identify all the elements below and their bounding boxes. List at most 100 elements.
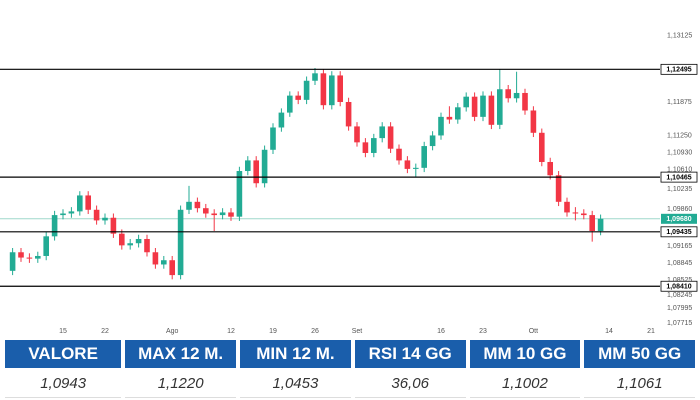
column-header: MM 50 GG: [584, 340, 696, 368]
table-column: MAX 12 M. 1,1220: [125, 340, 237, 398]
x-tick-label: 19: [269, 328, 277, 335]
candle-body: [404, 160, 411, 169]
y-tick-label: 1,10610: [667, 166, 692, 173]
candle-body: [228, 212, 234, 217]
x-tick-label: Ott: [529, 328, 538, 335]
x-tick-label: Set: [352, 328, 363, 335]
candle-body: [127, 243, 133, 246]
candle-body: [413, 167, 419, 169]
cell-value: 1,1220: [125, 371, 237, 398]
cell-value: 1,1002: [469, 371, 581, 398]
candle-body: [77, 195, 83, 212]
cell-value: 1,0453: [240, 371, 351, 398]
column-header: MM 10 GG: [469, 340, 581, 368]
stats-table: VALORE 1,0943 MAX 12 M. 1,1220 MIN 12 M. 1,04…: [5, 340, 696, 398]
x-tick-label: 15: [59, 328, 67, 335]
y-tick-label: 1,07715: [667, 320, 692, 327]
level-label-box: [660, 226, 698, 238]
candle-body: [480, 95, 486, 117]
table-column: VALORE 1,0943: [5, 340, 122, 398]
candle-body: [9, 252, 16, 271]
level-label-box: [660, 280, 698, 292]
column-header: VALORE: [5, 340, 122, 368]
candle-body: [68, 211, 75, 214]
x-tick-label: 21: [647, 328, 655, 335]
x-tick-label: 26: [311, 328, 319, 335]
candle-body: [488, 95, 495, 125]
candle-body: [119, 233, 125, 246]
level-label: 1,10465: [666, 174, 691, 181]
candle-body: [26, 257, 33, 259]
candle-body: [421, 146, 427, 168]
x-tick-label: Ago: [166, 328, 179, 335]
candle-body: [471, 96, 478, 117]
candle-body: [152, 252, 159, 265]
x-tick-label: 16: [437, 328, 445, 335]
candle-body: [597, 218, 604, 232]
candle-body: [211, 213, 217, 216]
candle-body: [303, 80, 310, 100]
candle-body: [429, 135, 436, 147]
table-column: MIN 12 M. 1,0453: [240, 340, 351, 398]
candle-body: [18, 252, 24, 258]
x-tick-label: 22: [101, 328, 109, 335]
candle-body: [387, 126, 394, 149]
candle-body: [547, 161, 553, 176]
table-column: RSI 14 GG 36,06: [354, 340, 466, 398]
candle-body: [581, 213, 587, 216]
candle-body: [245, 160, 251, 172]
candle-body: [169, 260, 175, 276]
column-header: RSI 14 GG: [354, 340, 466, 368]
table-column: MM 50 GG 1,1061: [584, 340, 696, 398]
candle-body: [564, 201, 570, 213]
candle-body: [93, 209, 100, 221]
last-price-label: 1,09680: [666, 216, 691, 223]
candle-body: [186, 201, 192, 210]
y-tick-label: 1,08845: [667, 260, 692, 267]
candle-body: [253, 160, 259, 184]
candle-body: [505, 89, 511, 99]
candle-body: [203, 208, 209, 214]
candle-body: [43, 236, 49, 256]
candle-body: [320, 73, 327, 106]
candle-body: [345, 101, 352, 127]
chart: 1,13125 1,11875 1,11250 1,10930 1,10610 1,102…: [0, 33, 698, 335]
x-tick-label: 23: [479, 328, 487, 335]
y-tick-label: 1,09165: [667, 243, 692, 250]
level-label: 1,09435: [666, 229, 691, 236]
y-tick-label: 1,10235: [667, 186, 692, 193]
y-tick-label: 1,07995: [667, 305, 692, 312]
candle-body: [396, 148, 402, 161]
level-label-box: [660, 171, 698, 183]
candle-body: [287, 95, 293, 113]
candle-body: [337, 75, 343, 102]
y-tick-label: 1,10930: [667, 149, 692, 156]
candle-body: [161, 260, 167, 265]
candle-body: [455, 107, 461, 120]
cell-value: 1,0943: [5, 371, 122, 398]
y-tick-label: 1,08245: [667, 292, 692, 299]
y-tick-label: 1,11875: [667, 99, 692, 106]
y-tick-label: 1,09860: [667, 206, 692, 213]
candle-body: [35, 255, 41, 259]
column-header: MIN 12 M.: [240, 340, 351, 368]
candle-body: [522, 92, 528, 111]
table-column: MM 10 GG 1,1002: [469, 340, 581, 398]
candle-body: [135, 238, 142, 244]
candle-body: [278, 112, 285, 128]
y-tick-label: 1,08525: [667, 277, 692, 284]
candle-body: [295, 95, 301, 100]
column-header: MAX 12 M.: [125, 340, 237, 368]
candle-body: [102, 217, 108, 221]
candle-body: [194, 201, 201, 209]
candle-body: [110, 217, 117, 234]
y-tick-label: 1,11250: [667, 132, 692, 139]
candle-body: [144, 238, 150, 253]
candle-body: [539, 132, 545, 162]
candle-body: [60, 213, 66, 216]
candle-body: [463, 96, 469, 108]
candle-body: [354, 126, 360, 143]
candle-body: [236, 171, 243, 217]
level-label: 1,08410: [666, 284, 691, 291]
